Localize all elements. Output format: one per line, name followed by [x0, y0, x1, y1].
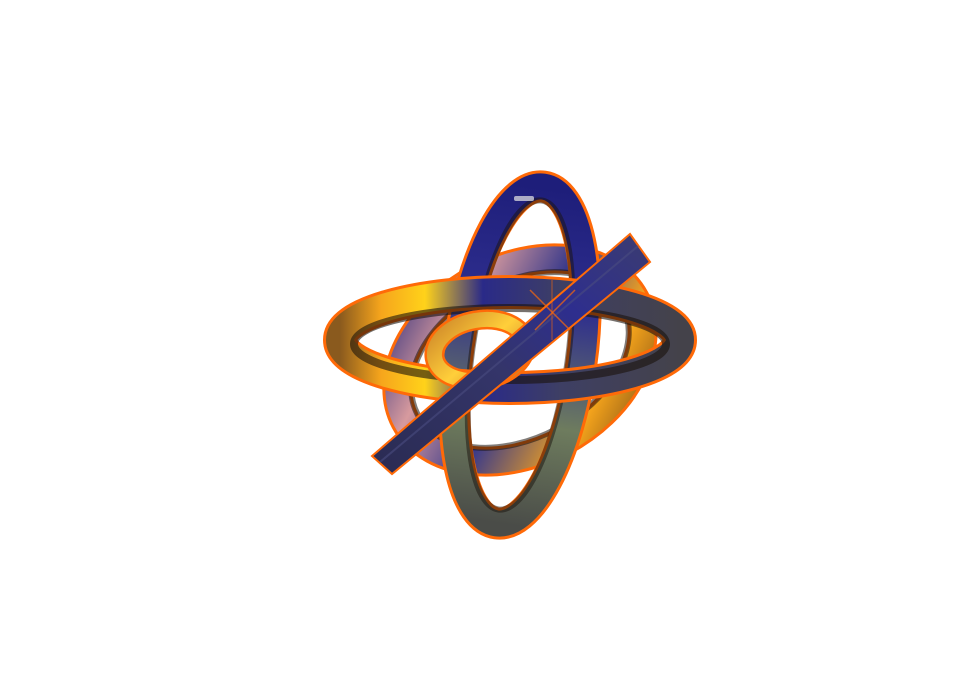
top-highlight	[514, 196, 534, 201]
vertical-ring	[438, 170, 602, 540]
diagonal-band	[370, 232, 652, 476]
horizontal-ring	[323, 275, 697, 405]
center-crossing	[529, 280, 576, 340]
